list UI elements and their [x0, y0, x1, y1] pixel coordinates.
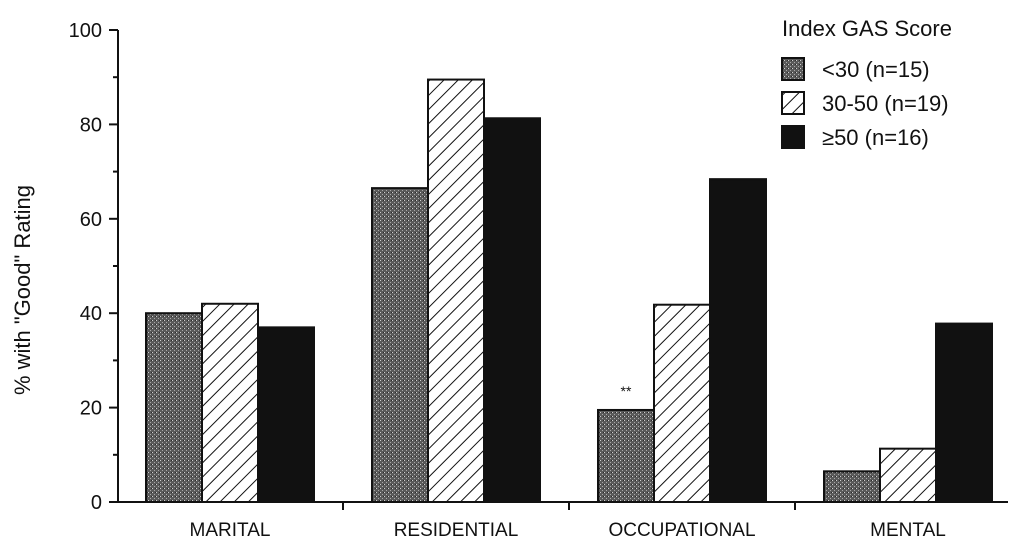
bar-residential-series-3: [483, 117, 541, 503]
legend-title: Index GAS Score: [782, 16, 952, 41]
legend-label: ≥50 (n=16): [822, 125, 929, 150]
bars: [145, 78, 993, 504]
y-tick-label: 20: [80, 398, 102, 420]
bar-marital-series-3: [257, 326, 315, 503]
x-tick-labels: MARITAL RESIDENTIAL OCCUPATIONAL MENTAL: [190, 502, 946, 541]
bar-occupational-series-2: [653, 303, 711, 504]
legend-label: 30-50 (n=19): [822, 91, 949, 116]
y-tick-label: 100: [69, 20, 102, 42]
y-axis-label: % with "Good" Rating: [10, 185, 35, 395]
bar-marital-series-2: [201, 302, 259, 504]
x-tick-label: MENTAL: [870, 520, 946, 541]
legend-swatch: [781, 57, 805, 81]
bar-mental-series-2: [879, 447, 937, 503]
y-tick-label: 80: [80, 114, 102, 136]
y-tick-label: 60: [80, 209, 102, 231]
bar-mental-series-1: [823, 470, 881, 504]
annotations: **: [621, 383, 632, 399]
bar-residential-series-1: [371, 187, 429, 503]
x-tick-label: MARITAL: [190, 520, 271, 541]
legend-swatch: [781, 91, 805, 115]
y-tick-label: 40: [80, 303, 102, 325]
x-tick-label: OCCUPATIONAL: [608, 520, 755, 541]
bar-occupational-series-1: [597, 408, 655, 503]
x-tick-label: RESIDENTIAL: [394, 520, 519, 541]
bar-mental-series-3: [935, 322, 993, 504]
bar-occupational-series-3: [709, 178, 767, 503]
legend-swatch: [781, 125, 805, 149]
bar-marital-series-1: [145, 312, 203, 504]
legend: Index GAS Score <30 (n=15) 30-50 (n=19) ≥5…: [781, 16, 952, 150]
y-tick-label: 0: [91, 492, 102, 514]
y-ticks: 0 20 40 60 80 100: [69, 20, 118, 514]
legend-label: <30 (n=15): [822, 57, 930, 82]
bar-residential-series-2: [427, 78, 485, 503]
significance-marker: **: [621, 383, 632, 399]
